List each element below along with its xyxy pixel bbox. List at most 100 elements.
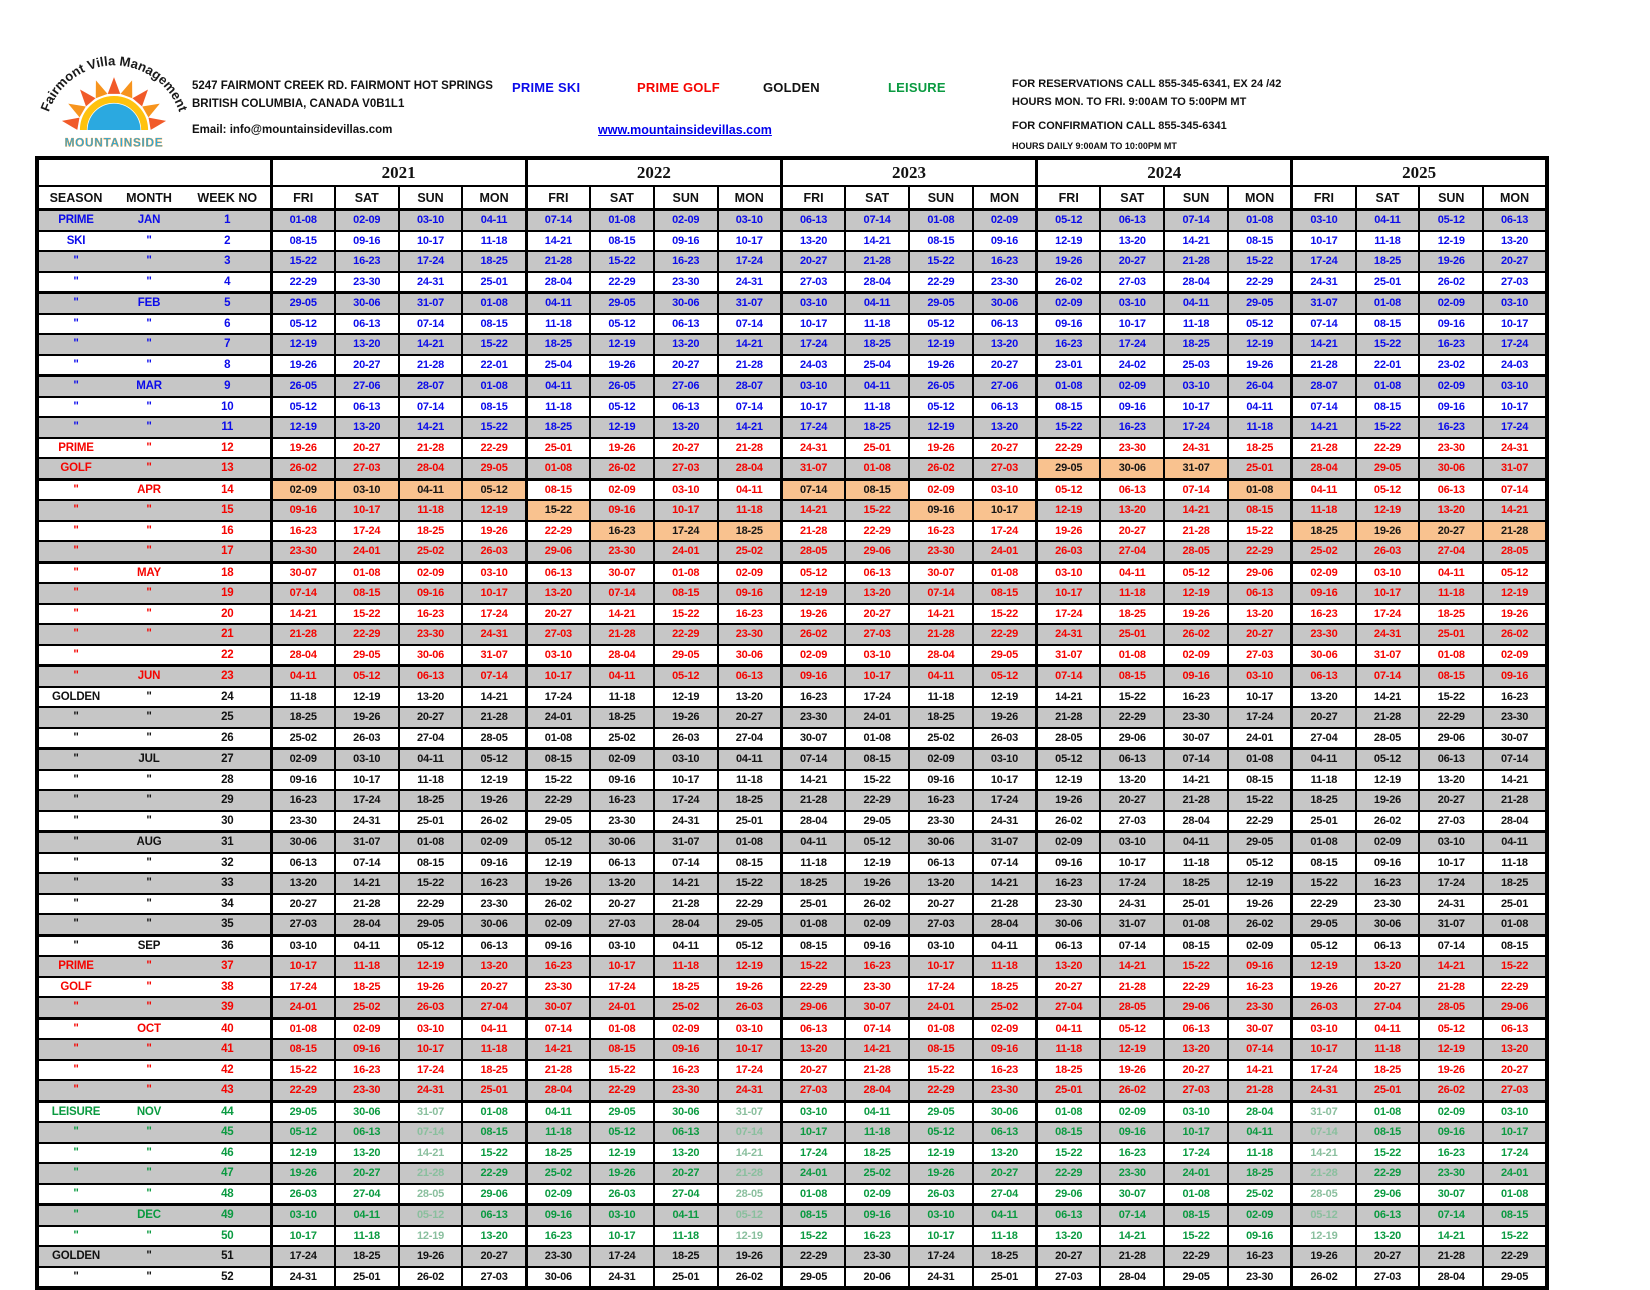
date-cell: 03-10 <box>1290 1016 1357 1040</box>
date-cell: 30-06 <box>971 1099 1038 1123</box>
email-line: Email: info@mountainsidevillas.com <box>192 124 393 136</box>
date-cell: 02-09 <box>908 747 974 771</box>
date-cell: 17-24 <box>1290 250 1357 273</box>
date-cell: 15-22 <box>269 1058 336 1081</box>
date-cell: 19-26 <box>589 353 655 377</box>
legend-leisure: LEISURE <box>888 80 946 95</box>
date-cell: 05-12 <box>589 1121 655 1144</box>
table-row: " SEP 36 03-10 04-11 05-12 06-13 09-16 03-10 04-1… <box>37 933 1548 957</box>
date-cell: 27-04 <box>1354 996 1421 1019</box>
date-cell: 18-25 <box>844 416 910 439</box>
date-cell: 19-26 <box>971 706 1038 729</box>
date-cell: 11-18 <box>269 685 336 708</box>
date-cell: 27-03 <box>1163 1079 1229 1102</box>
date-cell: 14-21 <box>397 333 464 356</box>
date-cell: 15-22 <box>1035 416 1102 439</box>
date-cell: 22-29 <box>844 519 910 542</box>
date-cell: 07-14 <box>1035 664 1102 688</box>
date-cell: 07-14 <box>524 1016 592 1040</box>
date-cell: 03-10 <box>1354 560 1421 584</box>
month-cell: " <box>113 270 185 294</box>
date-cell: 03-10 <box>1290 208 1357 232</box>
date-cell: 08-15 <box>1035 395 1102 418</box>
date-cell: 02-09 <box>652 208 719 232</box>
month-cell: " <box>113 851 185 874</box>
date-cell: 08-15 <box>779 933 847 957</box>
date-cell: 24-31 <box>1290 270 1357 294</box>
date-cell: 20-27 <box>1354 1245 1421 1268</box>
date-cell: 06-13 <box>1226 582 1293 605</box>
date-cell: 26-02 <box>1226 913 1293 936</box>
website-link[interactable]: www.mountainsidevillas.com <box>598 123 772 137</box>
date-cell: 17-24 <box>1290 1058 1357 1081</box>
week-no-cell: 4 <box>185 270 272 294</box>
date-cell: 17-24 <box>589 1245 655 1268</box>
date-cell: 05-12 <box>397 1203 464 1227</box>
date-cell: 17-24 <box>397 250 464 273</box>
date-cell: 15-22 <box>1290 872 1357 895</box>
date-cell: 03-10 <box>779 1099 847 1123</box>
date-cell: 18-25 <box>844 333 910 356</box>
date-cell: 01-08 <box>524 457 592 480</box>
date-cell: 08-15 <box>908 1038 974 1061</box>
date-cell: 31-07 <box>397 1099 464 1123</box>
date-cell: 30-07 <box>844 996 910 1019</box>
date-cell: 17-24 <box>1099 872 1166 895</box>
date-cell: 23-30 <box>908 809 974 833</box>
date-cell: 18-25 <box>716 519 783 542</box>
date-cell: 12-19 <box>269 333 336 356</box>
date-cell: 10-17 <box>269 1224 336 1247</box>
date-cell: 04-11 <box>397 747 464 771</box>
date-cell: 11-18 <box>1290 768 1357 791</box>
date-cell: 18-25 <box>1163 872 1229 895</box>
date-cell: 06-13 <box>1099 477 1166 501</box>
month-cell: " <box>113 1162 185 1185</box>
date-cell: 27-04 <box>1290 726 1357 750</box>
date-cell: 15-22 <box>1226 789 1293 812</box>
date-cell: 25-02 <box>1226 1182 1293 1206</box>
date-cell: 24-31 <box>397 1079 464 1102</box>
date-cell: 21-28 <box>397 436 464 459</box>
date-cell: 15-22 <box>1418 685 1485 708</box>
date-cell: 10-17 <box>1099 851 1166 874</box>
week-no-cell: 50 <box>185 1224 272 1247</box>
date-cell: 09-16 <box>716 582 783 605</box>
date-cell: 10-17 <box>1163 1121 1229 1144</box>
date-cell: 11-18 <box>1226 416 1293 439</box>
date-cell: 17-24 <box>971 789 1038 812</box>
date-cell: 21-28 <box>844 1058 910 1081</box>
date-cell: 21-28 <box>716 1162 783 1185</box>
date-cell: 29-05 <box>1035 457 1102 480</box>
date-cell: 07-14 <box>461 664 528 688</box>
date-cell: 23-30 <box>1099 1162 1166 1185</box>
date-cell: 10-17 <box>589 955 655 978</box>
date-cell: 02-09 <box>1418 291 1485 315</box>
date-cell: 05-12 <box>397 933 464 957</box>
date-cell: 23-30 <box>1354 892 1421 915</box>
date-cell: 21-28 <box>716 353 783 377</box>
date-cell: 26-03 <box>652 726 719 750</box>
date-cell: 25-02 <box>652 996 719 1019</box>
date-cell: 04-11 <box>908 664 974 688</box>
table-row: " " 45 05-12 06-13 07-14 08-15 11-18 05-12 06-13 0… <box>37 1121 1548 1144</box>
date-cell: 24-31 <box>1163 436 1229 459</box>
date-cell: 15-22 <box>461 416 528 439</box>
date-cell: 14-21 <box>1163 499 1229 522</box>
date-cell: 27-04 <box>652 1182 719 1206</box>
date-cell: 24-01 <box>652 540 719 563</box>
date-cell: 15-22 <box>333 602 400 625</box>
date-cell: 20-27 <box>1035 1245 1102 1268</box>
date-cell: 09-16 <box>971 1038 1038 1061</box>
date-cell: 22-29 <box>971 623 1038 646</box>
table-row: " " 43 22-29 23-30 24-31 25-01 28-04 22-29 23-30 2… <box>37 1079 1548 1102</box>
date-cell: 16-23 <box>1418 333 1485 356</box>
date-cell: 02-09 <box>1226 933 1293 957</box>
date-cell: 10-17 <box>779 395 847 418</box>
date-cell: 12-19 <box>1290 955 1357 978</box>
page-header: Fairmont Villa Management MOUNTAINSIDE 5… <box>0 0 1650 156</box>
date-cell: 14-21 <box>1482 499 1548 522</box>
date-cell: 20-27 <box>1418 519 1485 542</box>
date-cell: 30-07 <box>1163 726 1229 750</box>
day-header: SAT <box>1099 185 1166 211</box>
date-cell: 28-04 <box>397 457 464 480</box>
